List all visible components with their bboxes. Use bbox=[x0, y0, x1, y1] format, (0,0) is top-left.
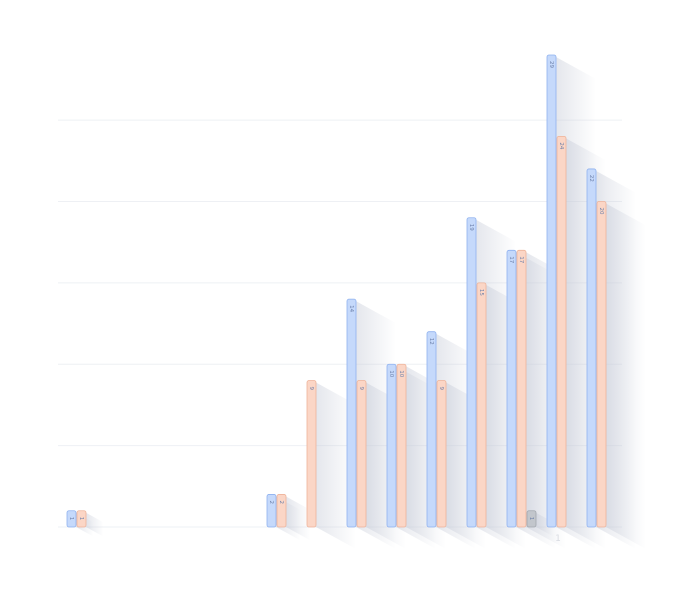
data-label: 2 bbox=[268, 500, 274, 504]
data-label: 17 bbox=[508, 256, 514, 263]
bar bbox=[426, 331, 437, 528]
bar bbox=[266, 494, 277, 528]
bar bbox=[596, 201, 607, 528]
bars bbox=[66, 54, 607, 528]
bar bbox=[556, 135, 567, 528]
data-label: 10 bbox=[388, 370, 394, 377]
data-label: 1 bbox=[78, 517, 84, 521]
bar bbox=[306, 380, 317, 528]
bar bbox=[546, 54, 557, 528]
bar bbox=[516, 249, 527, 528]
bar bbox=[476, 282, 487, 528]
bar bbox=[66, 510, 77, 528]
bar bbox=[436, 380, 447, 528]
bar bbox=[276, 494, 287, 528]
data-label: 22 bbox=[588, 175, 594, 182]
data-label: 29 bbox=[548, 61, 554, 68]
data-label: 19 bbox=[468, 224, 474, 231]
data-label: 1 bbox=[528, 517, 534, 521]
data-label: 20 bbox=[598, 207, 604, 214]
bar-shadow bbox=[316, 382, 356, 549]
bar-shadow bbox=[86, 512, 104, 537]
data-label: 1 bbox=[68, 517, 74, 521]
bar bbox=[386, 363, 397, 528]
x-tick-labels: 1 bbox=[555, 534, 561, 544]
data-label: 17 bbox=[518, 256, 524, 263]
bar bbox=[506, 249, 517, 528]
data-label: 9 bbox=[438, 387, 444, 391]
data-label: 14 bbox=[348, 305, 354, 312]
bar bbox=[356, 380, 367, 528]
bar bbox=[586, 168, 597, 528]
bar bbox=[396, 363, 407, 528]
data-label: 9 bbox=[308, 387, 314, 391]
bar-shadow bbox=[286, 496, 311, 541]
bar bbox=[346, 298, 357, 528]
data-label: 10 bbox=[398, 370, 404, 377]
bar bbox=[76, 510, 87, 528]
data-label: 2 bbox=[278, 500, 284, 504]
bar-shadow bbox=[606, 203, 646, 549]
bar bbox=[526, 510, 537, 528]
data-label: 9 bbox=[358, 387, 364, 391]
bar-shadow bbox=[536, 512, 554, 537]
bar bbox=[466, 217, 477, 528]
x-tick-label: 1 bbox=[555, 534, 561, 544]
data-label: 24 bbox=[558, 142, 564, 149]
data-label: 15 bbox=[478, 289, 484, 296]
data-label: 12 bbox=[428, 338, 434, 345]
